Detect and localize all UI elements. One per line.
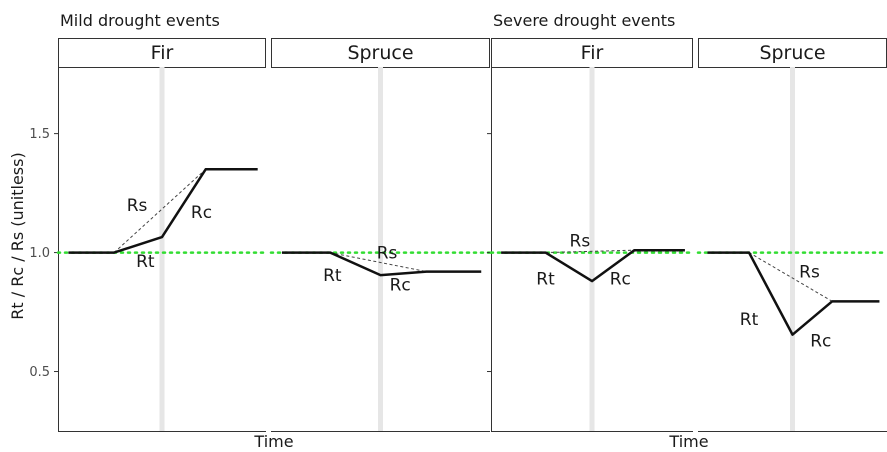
annotation-rs: Rs	[570, 232, 591, 252]
y-axis-title: Rt / Rc / Rs (unitless)	[8, 152, 27, 319]
facet-strip-2-2	[698, 38, 887, 68]
facet-label-1-2: Spruce	[347, 42, 413, 64]
facet-label-2-2: Spruce	[759, 42, 825, 64]
rs-dashed-line-1-1	[113, 168, 207, 253]
x-axis-title-1: Time	[253, 432, 293, 451]
facet-label-1-1: Fir	[151, 42, 174, 64]
annotation-rt: Rt	[136, 252, 155, 272]
facet-label-2-1: Fir	[581, 42, 604, 64]
annotation-rc: Rc	[191, 203, 212, 223]
rs-dashed-line-2-1	[545, 249, 635, 254]
annotation-rc: Rc	[810, 332, 831, 352]
series-line-1-1	[68, 168, 258, 254]
series-line-2-2	[707, 251, 880, 336]
annotation-rc: Rc	[390, 276, 411, 296]
group-title-2: Severe drought events	[493, 11, 675, 30]
y-tick-label: 1.5	[29, 127, 50, 142]
series-line-1-2	[281, 251, 482, 277]
x-axis-title-2: Time	[668, 432, 708, 451]
annotation-rs: Rs	[127, 196, 148, 216]
annotation-rs: Rs	[799, 263, 820, 283]
annotation-rc: Rc	[610, 270, 631, 290]
annotation-rt: Rt	[323, 266, 342, 286]
group-title-1: Mild drought events	[60, 11, 220, 30]
annotation-rt: Rt	[536, 270, 555, 290]
annotation-rt: Rt	[740, 310, 759, 330]
series-line-2-1	[501, 248, 685, 283]
y-tick-label: 0.5	[29, 365, 50, 380]
y-tick-label: 1.0	[29, 246, 50, 261]
annotation-rs: Rs	[377, 244, 398, 264]
